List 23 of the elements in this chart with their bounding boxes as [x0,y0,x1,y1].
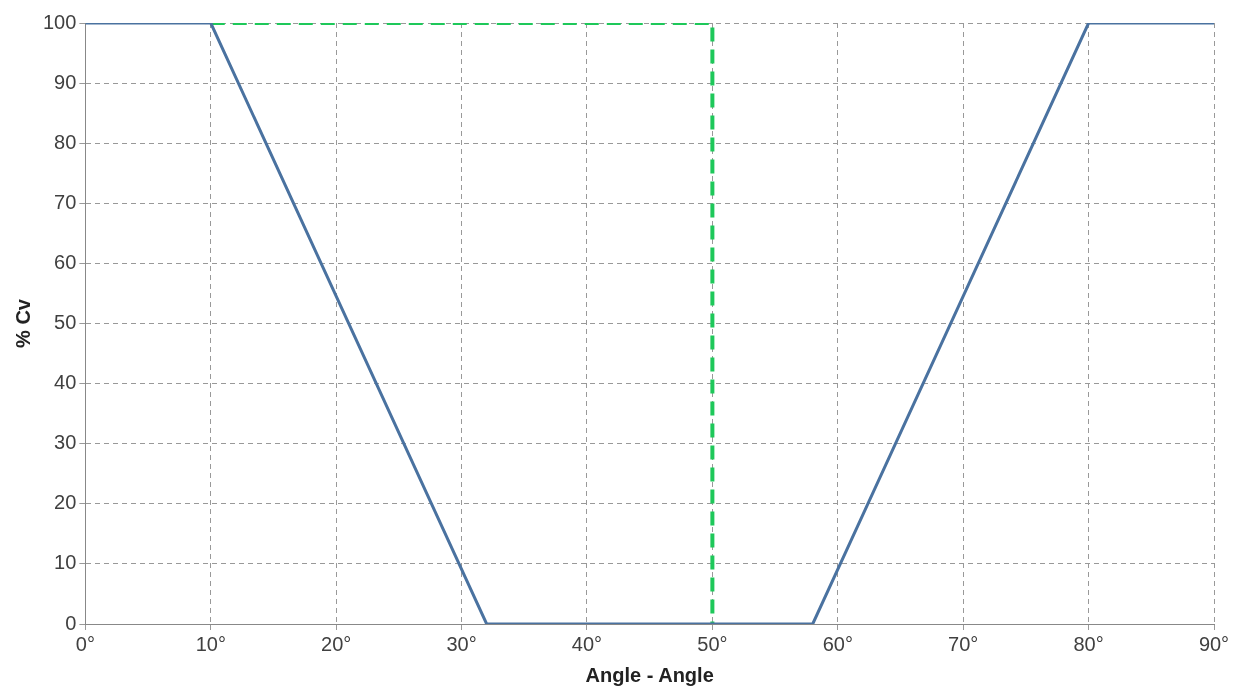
x-tick-label: 40° [571,632,603,655]
y-tick-label: 10 [54,551,77,574]
y-tick-label: 0 [65,611,77,634]
y-tick-label: 100 [42,10,77,33]
y-tick-label: 20 [54,491,77,514]
y-tick-label: 90 [54,70,77,93]
x-tick-label: 0° [75,632,95,655]
x-tick-label: 90° [1198,632,1230,655]
x-tick-label: 60° [822,632,853,655]
x-tick-label: 70° [948,632,979,655]
y-tick-label: 50 [54,311,77,334]
x-tick-label: 50° [697,632,728,655]
x-tick-label: 80° [1073,632,1104,655]
x-tick-label: 20° [321,632,352,655]
x-tick-label: 10° [195,632,226,655]
y-tick-label: 80 [54,130,77,153]
x-axis-title: Angle - Angle [585,663,714,686]
y-axis-title: % Cv [11,298,34,348]
y-tick-label: 70 [54,190,77,213]
x-tick-label: 30° [446,632,477,655]
y-tick-label: 40 [54,371,77,394]
y-tick-label: 30 [54,431,77,454]
y-tick-label: 60 [54,250,77,273]
